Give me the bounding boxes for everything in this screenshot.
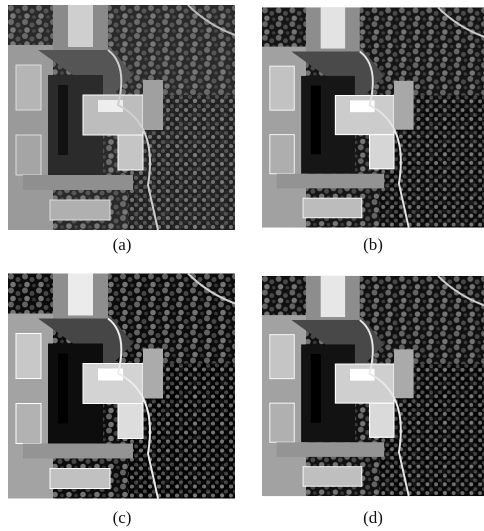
figure: (a) (b) (c) (d) (() => { const data = JS… bbox=[0, 0, 484, 531]
caption: (a) bbox=[92, 235, 152, 255]
panel-image bbox=[262, 5, 484, 230]
caption: (b) bbox=[343, 235, 403, 255]
panel-image bbox=[8, 272, 235, 500]
caption: (d) bbox=[343, 508, 403, 528]
panel-image bbox=[262, 272, 484, 500]
caption: (c) bbox=[92, 508, 152, 528]
panel-image bbox=[8, 5, 235, 230]
